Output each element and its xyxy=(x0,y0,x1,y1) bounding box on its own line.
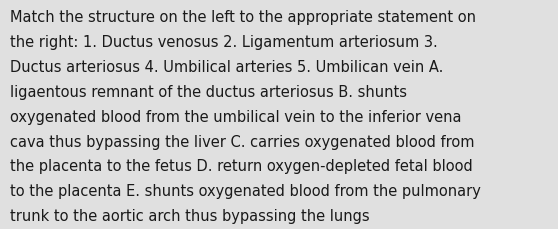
Text: the right: 1. Ductus venosus 2. Ligamentum arteriosum 3.: the right: 1. Ductus venosus 2. Ligament… xyxy=(10,35,438,50)
Text: Match the structure on the left to the appropriate statement on: Match the structure on the left to the a… xyxy=(10,10,476,25)
Text: to the placenta E. shunts oxygenated blood from the pulmonary: to the placenta E. shunts oxygenated blo… xyxy=(10,183,481,198)
Text: Ductus arteriosus 4. Umbilical arteries 5. Umbilican vein A.: Ductus arteriosus 4. Umbilical arteries … xyxy=(10,60,444,75)
Text: ligaentous remnant of the ductus arteriosus B. shunts: ligaentous remnant of the ductus arterio… xyxy=(10,85,407,99)
Text: oxygenated blood from the umbilical vein to the inferior vena: oxygenated blood from the umbilical vein… xyxy=(10,109,461,124)
Text: trunk to the aortic arch thus bypassing the lungs: trunk to the aortic arch thus bypassing … xyxy=(10,208,369,223)
Text: cava thus bypassing the liver C. carries oxygenated blood from: cava thus bypassing the liver C. carries… xyxy=(10,134,474,149)
Text: the placenta to the fetus D. return oxygen-depleted fetal blood: the placenta to the fetus D. return oxyg… xyxy=(10,159,473,174)
